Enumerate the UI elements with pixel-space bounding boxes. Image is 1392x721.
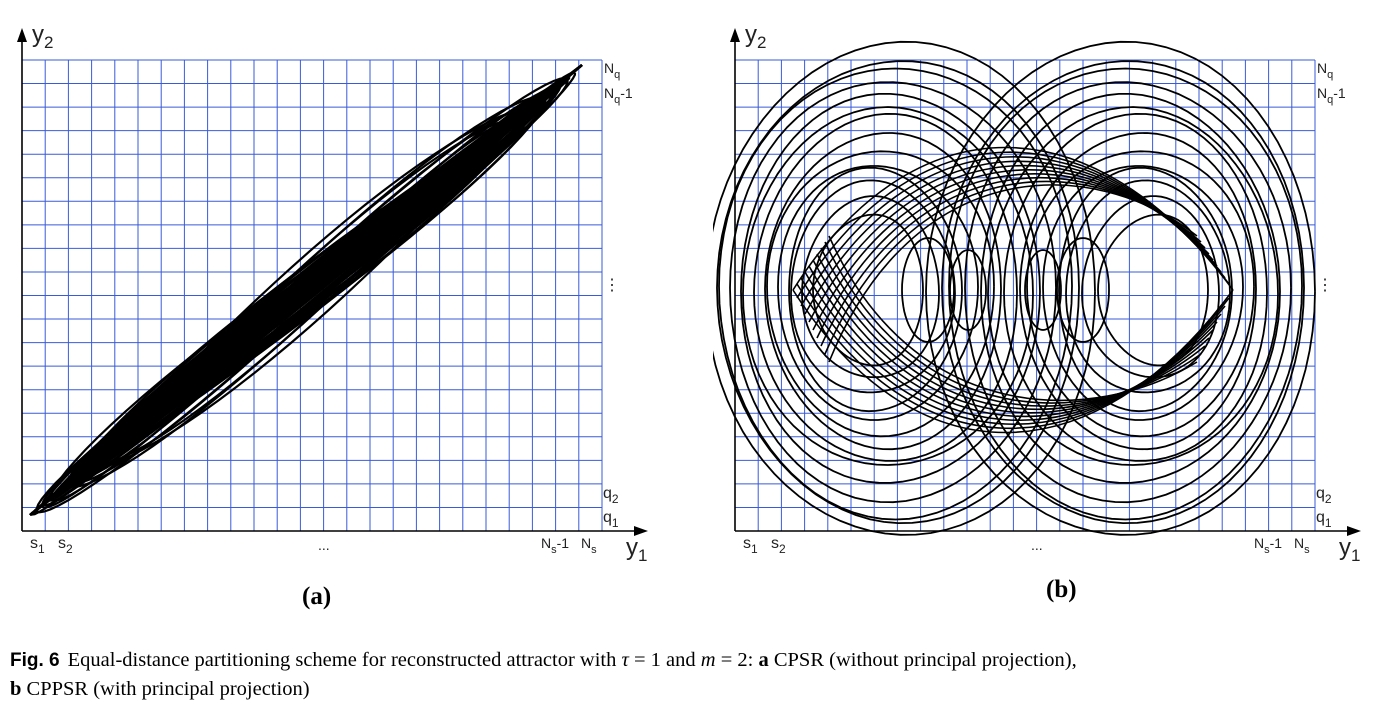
attractor-orbit [941, 60, 1305, 525]
panel-a-col-label-dots: ... [318, 537, 330, 553]
panel-b-col-label-dots: ... [1031, 537, 1043, 553]
panel-a-plot: y2 y1 s1 s2 ... Ns-1 Ns Nq Nq-1 ⋮ q2 q1 [17, 21, 648, 565]
attractor-orbit [790, 179, 956, 394]
caption-b-label: b [10, 678, 22, 700]
attractor-orbit [1019, 132, 1257, 451]
attractor-crossing-arc [800, 277, 1226, 426]
panel-b-row-label-nq-1: Nq-1 [1317, 85, 1346, 106]
panel-a-row-label-nq: Nq [604, 60, 620, 81]
attractor-crossing-arc [816, 253, 1210, 411]
caption-m: m [700, 649, 716, 671]
panel-b-attractor [713, 40, 1316, 536]
attractor-inner-loop [949, 249, 987, 331]
panel-a-x-axis-arrow [634, 526, 648, 536]
attractor-orbit [753, 112, 1018, 462]
attractor-orbit [964, 81, 1292, 504]
panel-b-y-axis-label: y2 [745, 21, 766, 52]
attractor-orbit [718, 67, 1073, 521]
panel-a-row-label-nq-1: Nq-1 [604, 85, 633, 106]
panel-b-col-label-ns-1: Ns-1 [1254, 535, 1282, 556]
attractor-inner-loop [1056, 237, 1110, 343]
attractor-inner-loop [901, 237, 955, 343]
attractor-orbit [1026, 150, 1255, 438]
panel-b-plot: y2 y1 s1 s2 ... Ns-1 Ns Nq Nq-1 ⋮ q2 q1 [713, 21, 1361, 565]
caption-a-label: a [758, 649, 769, 671]
attractor-crossing-arc [796, 283, 1230, 430]
caption-a-text: CPSR (without principal projection), [768, 649, 1077, 671]
panel-a-attractor [29, 64, 583, 516]
attractor-orbit [987, 106, 1279, 466]
attractor-orbit [925, 40, 1316, 536]
panel-b-y-axis-arrow [730, 28, 740, 42]
panel-b-x-axis-label: y1 [1339, 534, 1360, 565]
panel-a-y-axis-arrow [17, 28, 27, 42]
figure-caption: Fig. 6 Equal-distance partitioning scheme… [10, 646, 1385, 703]
attractor-band-line [29, 64, 583, 516]
panel-b-col-label-ns: Ns [1294, 535, 1310, 556]
panel-b-row-label-q1: q1 [1316, 509, 1332, 530]
panel-a-col-label-s2: s2 [58, 535, 73, 556]
panel-b-label: (b) [1046, 576, 1077, 603]
panel-a-row-label-dots: ⋮ [604, 277, 620, 294]
caption-tau: τ [621, 649, 629, 671]
attractor-orbit [1058, 166, 1233, 413]
panel-a-x-axis-label: y1 [626, 534, 647, 565]
attractor-orbit [766, 150, 995, 438]
panel-a-row-label-q2: q2 [603, 485, 619, 506]
panel-a-col-label-ns: Ns [581, 535, 597, 556]
caption-text-2: = 1 and [628, 649, 701, 671]
panel-a-col-label-s1: s1 [30, 535, 45, 556]
attractor-orbit [980, 93, 1281, 484]
caption-figure-number: Fig. 6 [10, 650, 60, 671]
attractor-orbit [716, 60, 1080, 525]
attractor-orbit [713, 40, 1096, 536]
panel-b-row-label-dots: ⋮ [1317, 277, 1333, 294]
attractor-crossing-arc [824, 241, 1202, 404]
attractor-crossing-arc [820, 247, 1206, 407]
attractor-orbit [788, 166, 963, 413]
attractor-orbit [1081, 195, 1220, 379]
attractor-orbit [764, 132, 1002, 451]
attractor-crossing-arc [828, 235, 1198, 402]
caption-text-3: = 2: [715, 649, 759, 671]
panel-a-col-label-ns-1: Ns-1 [541, 535, 569, 556]
panel-b-col-label-s2: s2 [771, 535, 786, 556]
attractor-orbit [729, 81, 1057, 504]
panel-a-y-axis-label: y2 [32, 21, 53, 52]
caption-b-text: CPPSR (with principal projection) [21, 678, 310, 700]
attractor-orbit [1042, 165, 1244, 421]
panel-b-x-axis-arrow [1347, 526, 1361, 536]
attractor-orbit [1003, 112, 1268, 462]
attractor-crossing-arc [804, 271, 1222, 421]
panel-b-col-label-s1: s1 [743, 535, 758, 556]
attractor-inner-loop [1024, 249, 1062, 331]
attractor-orbit [948, 67, 1303, 521]
attractor-orbit [742, 106, 1034, 466]
attractor-crossing-arc [812, 259, 1214, 414]
panel-b-row-label-nq: Nq [1317, 60, 1333, 81]
attractor-crossing-arc [808, 265, 1218, 418]
attractor-orbit [740, 93, 1041, 484]
attractor-crossing-arc [828, 184, 1198, 363]
caption-text-1: Equal-distance partitioning scheme for r… [67, 649, 622, 671]
panel-a-label: (a) [302, 583, 332, 610]
panel-b-row-label-q2: q2 [1316, 485, 1332, 506]
attractor-orbit [1065, 179, 1231, 394]
panel-a-row-label-q1: q1 [603, 509, 619, 530]
